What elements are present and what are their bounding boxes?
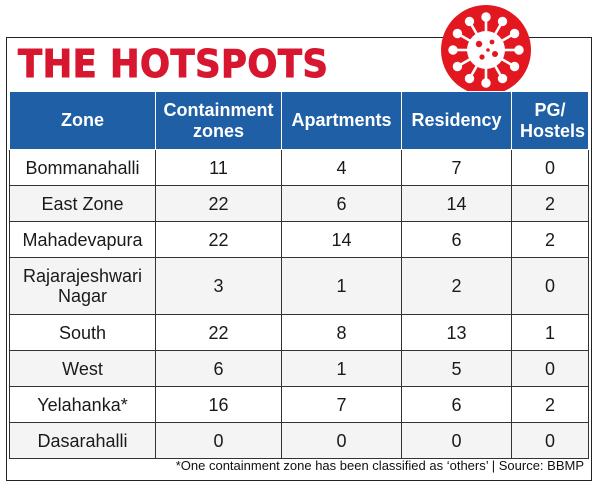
value-cell: 2 — [511, 386, 589, 423]
value-cell: 7 — [401, 149, 512, 186]
value-cell: 6 — [281, 185, 402, 222]
value-cell: 0 — [155, 422, 282, 459]
value-cell: 13 — [401, 314, 512, 351]
hotspots-table: Zone Containment zones Apartments Residency… — [9, 91, 589, 459]
footnote-source: *One containment zone has been classifie… — [175, 458, 584, 473]
value-cell: 2 — [511, 185, 589, 222]
value-cell: 2 — [511, 221, 589, 258]
table-row: Mahadevapura 22 14 6 2 — [9, 221, 589, 258]
value-cell: 14 — [281, 221, 402, 258]
value-cell: 7 — [281, 386, 402, 423]
zone-cell: Mahadevapura — [9, 221, 156, 258]
value-cell: 0 — [281, 422, 402, 459]
table-header-row: Zone Containment zones Apartments Residency… — [9, 91, 589, 150]
zone-cell: Rajarajeshwari Nagar — [9, 257, 156, 315]
value-cell: 11 — [155, 149, 282, 186]
value-cell: 14 — [401, 185, 512, 222]
value-cell: 0 — [511, 350, 589, 387]
value-cell: 2 — [401, 257, 512, 315]
table-row: South 22 8 13 1 — [9, 314, 589, 351]
zone-cell: West — [9, 350, 156, 387]
value-cell: 0 — [511, 149, 589, 186]
zone-cell: East Zone — [9, 185, 156, 222]
value-cell: 4 — [281, 149, 402, 186]
table-row: Rajarajeshwari Nagar 3 1 2 0 — [9, 257, 589, 315]
value-cell: 6 — [401, 386, 512, 423]
value-cell: 1 — [281, 257, 402, 315]
value-cell: 0 — [401, 422, 512, 459]
value-cell: 5 — [401, 350, 512, 387]
table-row: East Zone 22 6 14 2 — [9, 185, 589, 222]
column-header: Apartments — [281, 91, 402, 150]
zone-cell: Yelahanka* — [9, 386, 156, 423]
value-cell: 22 — [155, 221, 282, 258]
column-header: Residency — [401, 91, 512, 150]
coronavirus-icon — [441, 5, 531, 95]
zone-cell: Bommanahalli — [9, 149, 156, 186]
column-header: PG/ Hostels — [511, 91, 589, 150]
zone-cell: Dasarahalli — [9, 422, 156, 459]
value-cell: 22 — [155, 314, 282, 351]
table-row: Yelahanka* 16 7 6 2 — [9, 386, 589, 423]
value-cell: 0 — [511, 257, 589, 315]
value-cell: 6 — [401, 221, 512, 258]
value-cell: 6 — [155, 350, 282, 387]
zone-cell: South — [9, 314, 156, 351]
value-cell: 3 — [155, 257, 282, 315]
table-row: West 6 1 5 0 — [9, 350, 589, 387]
value-cell: 1 — [511, 314, 589, 351]
value-cell: 22 — [155, 185, 282, 222]
value-cell: 16 — [155, 386, 282, 423]
table-row: Bommanahalli 11 4 7 0 — [9, 149, 589, 186]
value-cell: 8 — [281, 314, 402, 351]
column-header: Zone — [9, 91, 156, 150]
value-cell: 0 — [511, 422, 589, 459]
value-cell: 1 — [281, 350, 402, 387]
table-row: Dasarahalli 0 0 0 0 — [9, 422, 589, 459]
page-title: THE HOTSPOTS — [18, 42, 329, 87]
column-header: Containment zones — [155, 91, 282, 150]
